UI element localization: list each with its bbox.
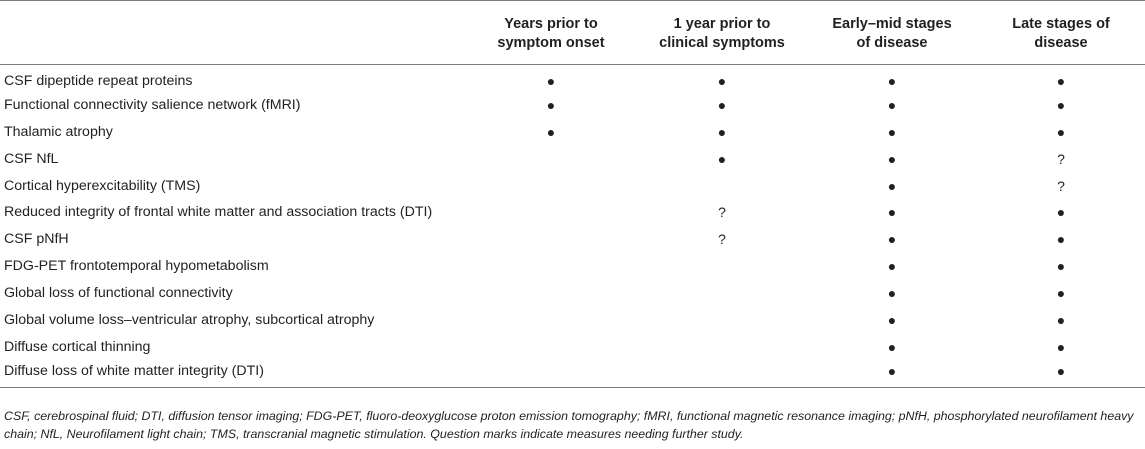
cell-late: ●	[1056, 73, 1066, 90]
cell-one-year-prior	[637, 360, 807, 388]
cell-one-year-prior: ●	[717, 73, 727, 90]
header-one-year-prior-line1: 1 year prior to	[673, 15, 771, 32]
table-footnote: CSF, cerebrospinal fluid; DTI, diffusion…	[4, 409, 1134, 441]
cell-early-mid: ●	[887, 177, 897, 194]
cell-late: ●	[1056, 285, 1066, 302]
cell-years-prior	[465, 280, 637, 307]
cell-late: ?	[1057, 150, 1065, 167]
cell-years-prior	[465, 199, 637, 226]
cell-years-prior	[465, 253, 637, 280]
cell-early-mid: ●	[887, 123, 897, 140]
row-label: CSF NfL	[4, 150, 59, 167]
cell-one-year-prior	[637, 280, 807, 307]
cell-years-prior	[465, 172, 637, 199]
cell-one-year-prior	[637, 307, 807, 334]
header-years-prior-line1: Years prior to	[504, 15, 598, 32]
cell-years-prior	[465, 360, 637, 388]
table-row: Reduced integrity of frontal white matte…	[0, 199, 1145, 226]
header-late-line1: Late stages of	[1012, 15, 1110, 32]
cell-years-prior: ●	[546, 123, 556, 140]
cell-early-mid: ●	[887, 231, 897, 248]
row-label: CSF pNfH	[4, 231, 69, 248]
table-row: Global loss of functional connectivity ●…	[0, 280, 1145, 307]
table-row: CSF pNfH ? ● ●	[0, 226, 1145, 253]
row-label: Reduced integrity of frontal white matte…	[4, 204, 433, 221]
cell-late: ●	[1056, 123, 1066, 140]
header-years-prior-line2: symptom onset	[497, 34, 605, 51]
table-row: FDG-PET frontotemporal hypometabolism ● …	[0, 253, 1145, 280]
cell-one-year-prior	[637, 333, 807, 360]
table-row: Cortical hyperexcitability (TMS) ● ?	[0, 172, 1145, 199]
header-one-year-prior-line2: clinical symptoms	[659, 34, 785, 51]
row-label: FDG-PET frontotemporal hypometabolism	[4, 258, 269, 275]
cell-years-prior	[465, 145, 637, 172]
cell-early-mid: ●	[887, 73, 897, 90]
table-body: CSF dipeptide repeat proteins ● ● ● ● Fu…	[0, 65, 1145, 388]
cell-early-mid: ●	[887, 204, 897, 221]
biomarker-table: Years prior to symptom onset 1 year prio…	[0, 0, 1145, 388]
header-row: Years prior to symptom onset 1 year prio…	[0, 0, 1145, 65]
row-label: CSF dipeptide repeat proteins	[4, 73, 193, 90]
cell-one-year-prior	[637, 172, 807, 199]
table-row: Thalamic atrophy ● ● ● ●	[0, 118, 1145, 145]
cell-late: ●	[1056, 96, 1066, 113]
table-row: CSF dipeptide repeat proteins ● ● ● ●	[0, 65, 1145, 92]
cell-early-mid: ●	[887, 311, 897, 328]
header-early-mid-line1: Early–mid stages	[832, 15, 952, 32]
row-label: Cortical hyperexcitability (TMS)	[4, 177, 201, 194]
table-header: Years prior to symptom onset 1 year prio…	[0, 0, 1145, 65]
cell-late: ●	[1056, 258, 1066, 275]
header-early-mid-line2: of disease	[856, 34, 928, 51]
table-row: Diffuse loss of white matter integrity (…	[0, 360, 1145, 388]
cell-early-mid: ●	[807, 360, 977, 388]
cell-early-mid: ●	[887, 96, 897, 113]
header-late-line2: disease	[1034, 34, 1088, 51]
cell-late: ●	[977, 360, 1145, 388]
header-late: Late stages of disease	[977, 0, 1145, 65]
row-label: Thalamic atrophy	[4, 123, 113, 140]
cell-years-prior	[465, 307, 637, 334]
cell-early-mid: ●	[887, 285, 897, 302]
header-one-year-prior: 1 year prior to clinical symptoms	[637, 0, 807, 65]
row-label: Functional connectivity salience network…	[4, 96, 301, 113]
cell-late: ●	[1056, 311, 1066, 328]
row-label: Diffuse loss of white matter integrity (…	[0, 360, 465, 388]
table-row: CSF NfL ● ● ?	[0, 145, 1145, 172]
cell-years-prior: ●	[546, 96, 556, 113]
cell-one-year-prior: ?	[718, 231, 726, 248]
cell-years-prior	[465, 226, 637, 253]
cell-years-prior	[465, 333, 637, 360]
table-row: Global volume loss–ventricular atrophy, …	[0, 307, 1145, 334]
row-label: Global volume loss–ventricular atrophy, …	[4, 311, 375, 328]
header-early-mid: Early–mid stages of disease	[807, 0, 977, 65]
cell-one-year-prior	[637, 253, 807, 280]
cell-late: ●	[1056, 204, 1066, 221]
row-label: Diffuse cortical thinning	[4, 338, 151, 355]
table-row: Diffuse cortical thinning ● ●	[0, 333, 1145, 360]
cell-early-mid: ●	[887, 150, 897, 167]
cell-one-year-prior: ?	[718, 204, 726, 221]
cell-early-mid: ●	[887, 338, 897, 355]
header-years-prior: Years prior to symptom onset	[465, 0, 637, 65]
cell-late: ●	[1056, 231, 1066, 248]
row-label: Global loss of functional connectivity	[4, 285, 233, 302]
cell-one-year-prior: ●	[717, 96, 727, 113]
cell-late: ●	[1056, 338, 1066, 355]
cell-early-mid: ●	[887, 258, 897, 275]
cell-years-prior: ●	[546, 73, 556, 90]
cell-one-year-prior: ●	[717, 123, 727, 140]
table-row: Functional connectivity salience network…	[0, 91, 1145, 118]
cell-one-year-prior: ●	[717, 150, 727, 167]
header-measure	[0, 0, 465, 65]
cell-late: ?	[1057, 177, 1065, 194]
